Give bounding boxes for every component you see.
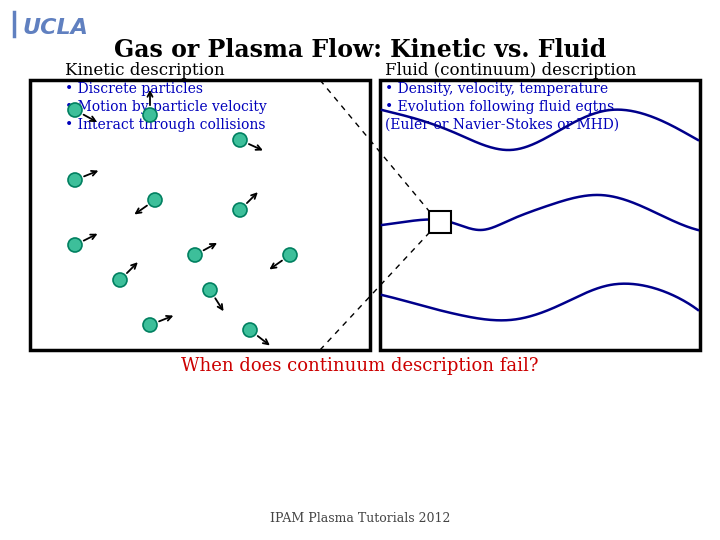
Text: Fluid (continuum) description: Fluid (continuum) description [385, 62, 636, 79]
Text: • Evolution following fluid eqtns: • Evolution following fluid eqtns [385, 100, 614, 114]
Circle shape [143, 108, 157, 122]
Text: When does continuum description fail?: When does continuum description fail? [181, 357, 539, 375]
Circle shape [113, 273, 127, 287]
Circle shape [233, 133, 247, 147]
Circle shape [143, 318, 157, 332]
Circle shape [203, 283, 217, 297]
Text: Gas or Plasma Flow: Kinetic vs. Fluid: Gas or Plasma Flow: Kinetic vs. Fluid [114, 38, 606, 62]
Circle shape [243, 323, 257, 337]
Circle shape [283, 248, 297, 262]
Bar [30, 80, 370, 350]
Text: (Euler or Navier-Stokes or MHD): (Euler or Navier-Stokes or MHD) [385, 118, 619, 132]
Text: • Interact through collisions: • Interact through collisions [65, 118, 266, 132]
Text: IPAM Plasma Tutorials 2012: IPAM Plasma Tutorials 2012 [270, 512, 450, 525]
Circle shape [188, 248, 202, 262]
Bar [380, 80, 700, 350]
Circle shape [68, 173, 82, 187]
Bar [429, 211, 451, 233]
Text: • Discrete particles: • Discrete particles [65, 82, 203, 96]
Text: UCLA: UCLA [22, 18, 88, 38]
Circle shape [68, 238, 82, 252]
Text: • Motion by particle velocity: • Motion by particle velocity [65, 100, 266, 114]
Text: Kinetic description: Kinetic description [65, 62, 225, 79]
Circle shape [68, 103, 82, 117]
Text: • Density, velocity, temperature: • Density, velocity, temperature [385, 82, 608, 96]
Circle shape [233, 203, 247, 217]
Circle shape [148, 193, 162, 207]
